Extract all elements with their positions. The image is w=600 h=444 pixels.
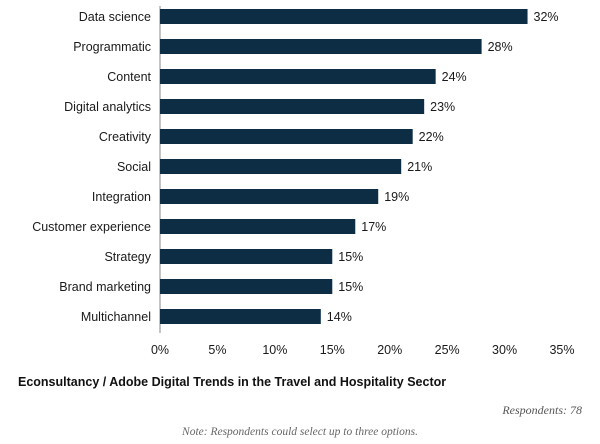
value-label: 14%	[327, 310, 352, 324]
value-label: 23%	[430, 100, 455, 114]
bar	[160, 159, 402, 174]
value-label: 17%	[361, 220, 386, 234]
category-label: Social	[117, 160, 151, 174]
bar-chart: Data science Programmatic Content Digital a…	[32, 6, 575, 357]
value-label: 24%	[442, 70, 467, 84]
x-tick-label: 5%	[208, 343, 226, 357]
value-label: 15%	[338, 250, 363, 264]
x-tick-label: 25%	[435, 343, 460, 357]
value-label: 19%	[384, 190, 409, 204]
category-label: Strategy	[104, 250, 151, 264]
bar	[160, 219, 356, 234]
category-label: Digital analytics	[64, 100, 151, 114]
x-tick-label: 0%	[151, 343, 169, 357]
bar	[160, 189, 379, 204]
respondents-count: Respondents: 78	[502, 403, 582, 417]
category-label: Integration	[92, 190, 151, 204]
bar	[160, 129, 413, 144]
x-tick-label: 35%	[549, 343, 574, 357]
bar	[160, 9, 528, 24]
chart-caption: Econsultancy / Adobe Digital Trends in t…	[18, 375, 447, 389]
category-label: Creativity	[99, 130, 152, 144]
x-tick-label: 30%	[492, 343, 517, 357]
footnote: Note: Respondents could select up to thr…	[182, 426, 418, 438]
category-label: Programmatic	[73, 40, 151, 54]
x-tick-label: 15%	[320, 343, 345, 357]
category-label: Multichannel	[81, 310, 151, 324]
x-tick-label: 20%	[377, 343, 402, 357]
value-label: 21%	[407, 160, 432, 174]
value-label: 32%	[534, 10, 559, 24]
category-label: Data science	[79, 10, 151, 24]
category-label: Customer experience	[32, 220, 151, 234]
bar	[160, 309, 321, 324]
value-label: 28%	[488, 40, 513, 54]
x-tick-label: 10%	[262, 343, 287, 357]
category-label: Content	[107, 70, 151, 84]
value-label: 22%	[419, 130, 444, 144]
bar	[160, 39, 482, 54]
bar	[160, 99, 425, 114]
bar	[160, 69, 436, 84]
bar	[160, 279, 333, 294]
category-label: Brand marketing	[59, 280, 151, 294]
bar	[160, 249, 333, 264]
value-label: 15%	[338, 280, 363, 294]
